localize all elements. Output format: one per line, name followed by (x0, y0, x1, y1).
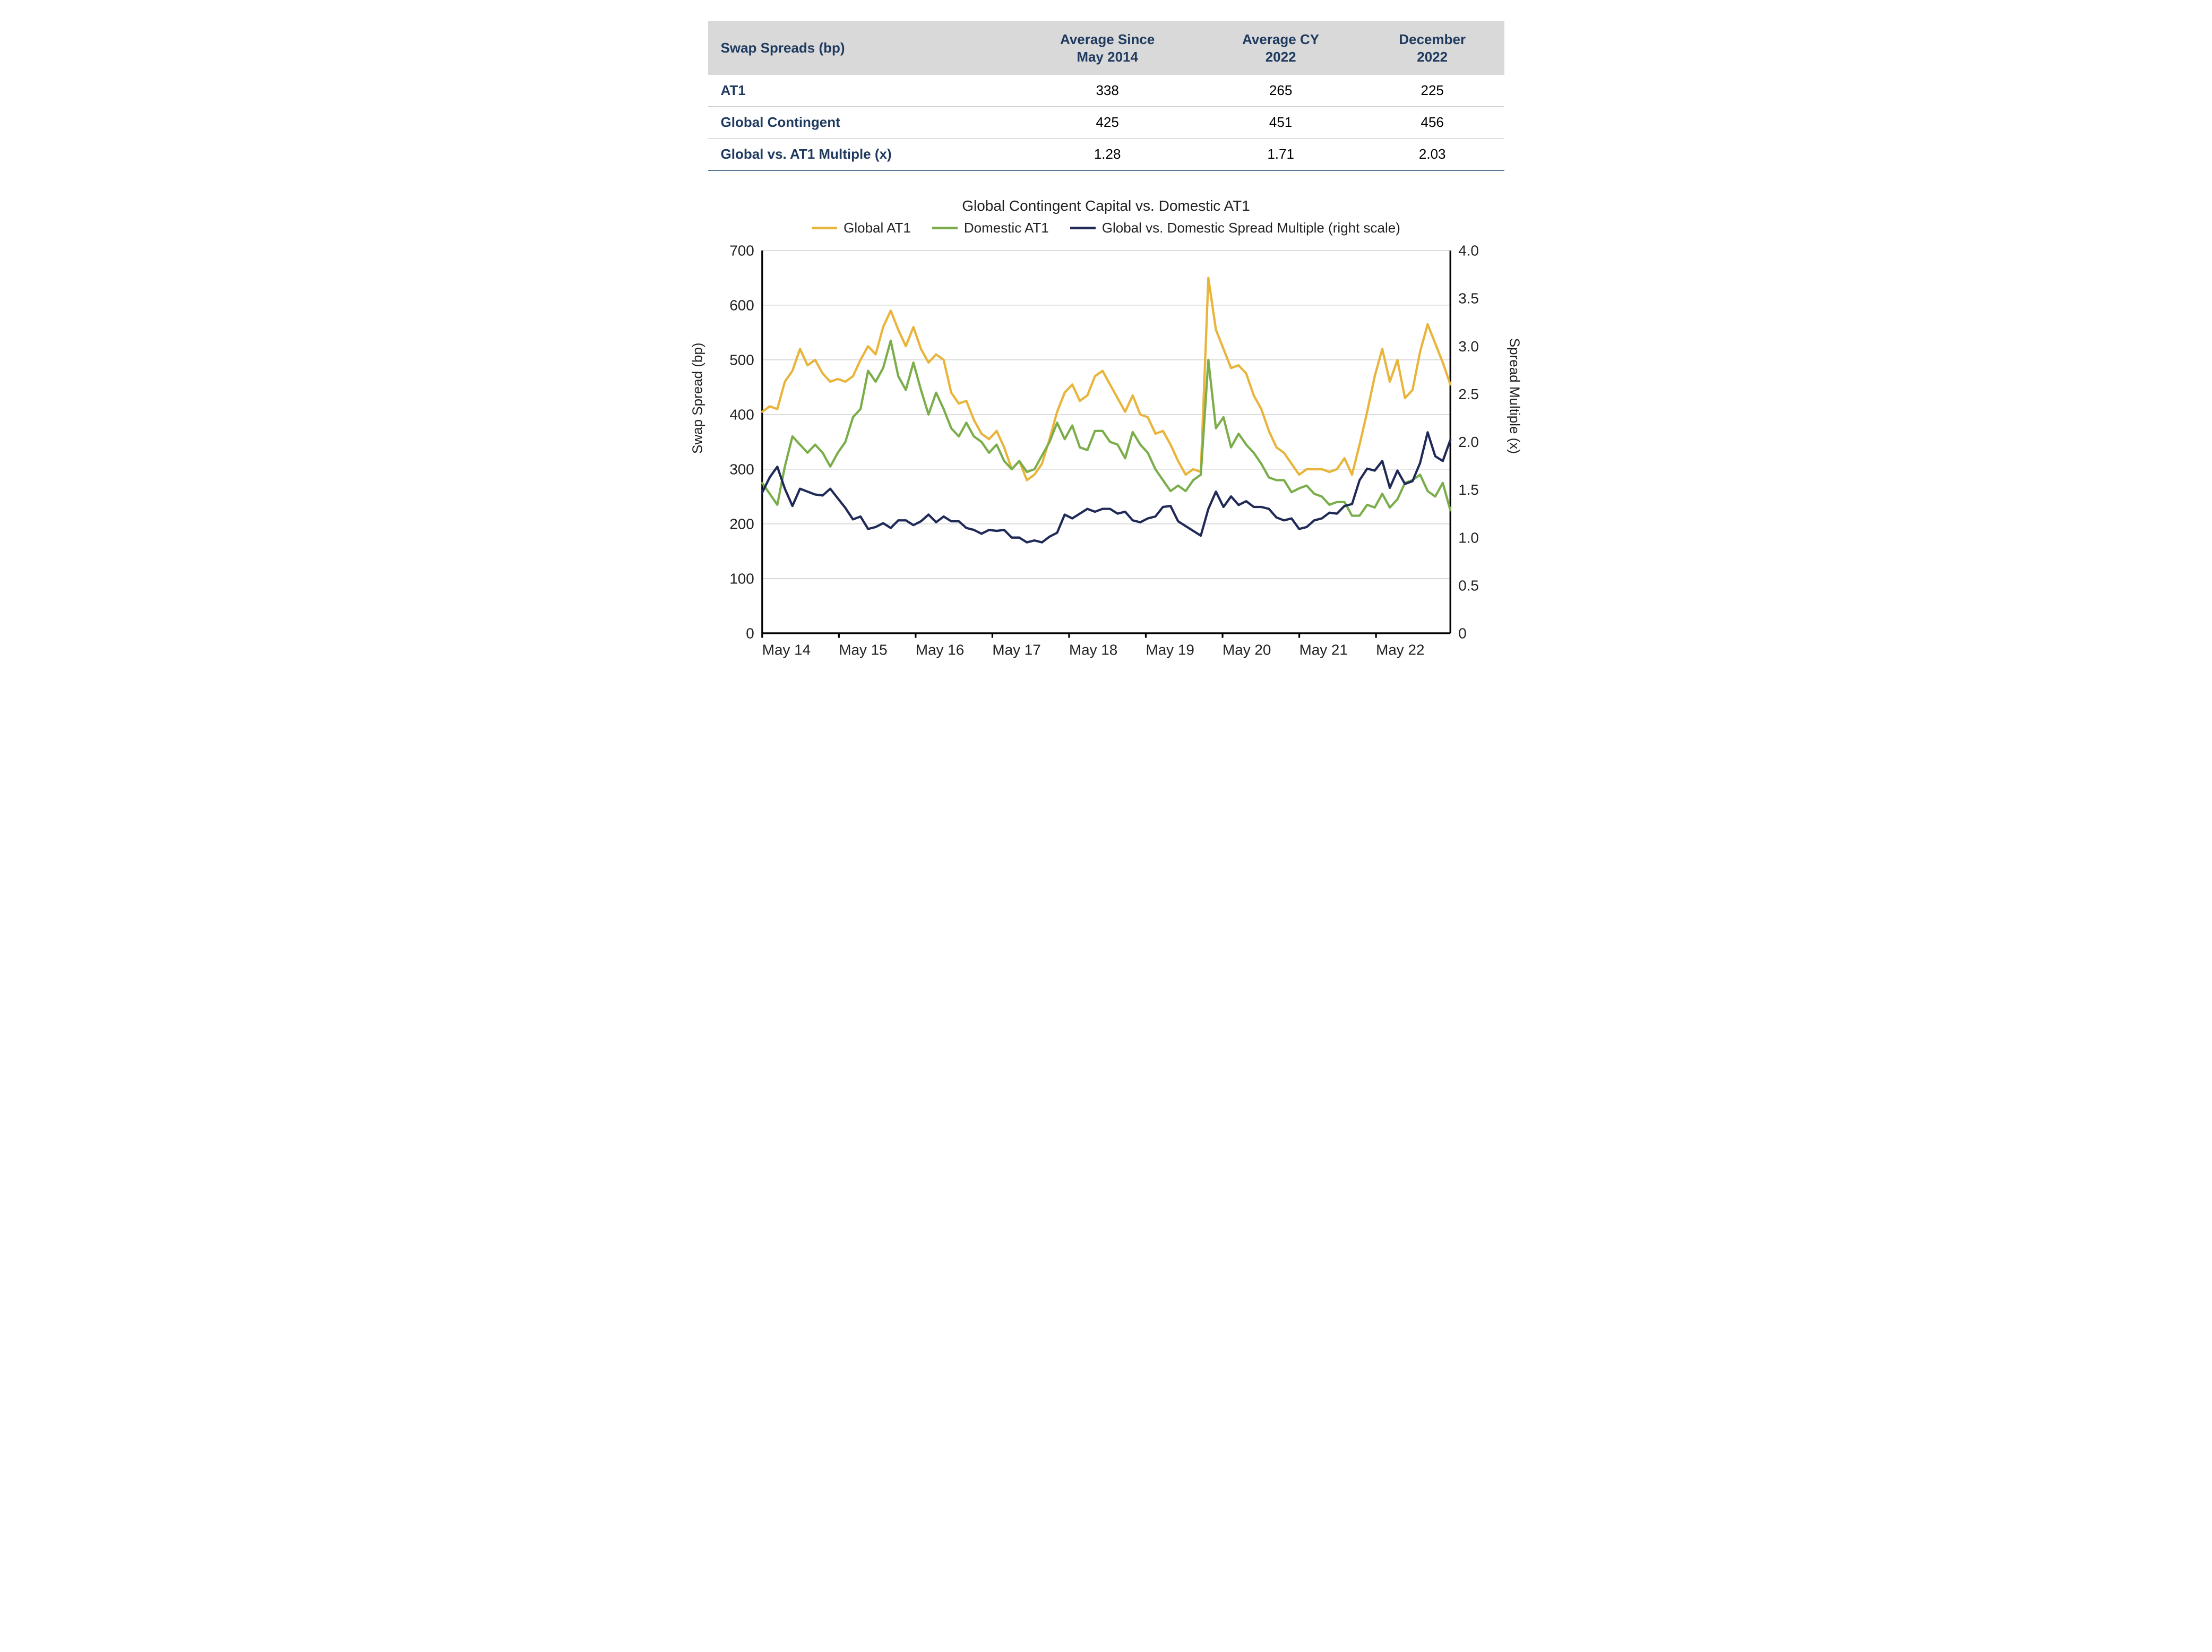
svg-text:3.5: 3.5 (1458, 290, 1479, 307)
table-header-3: December2022 (1361, 21, 1504, 75)
line-chart-svg: 0 100 200 300 400 500 600 700 0 0.5 1.0 1.5 2.0 2.5 3.… (708, 244, 1504, 665)
legend-swatch-icon (932, 227, 958, 229)
table-header-2: Average CY2022 (1201, 21, 1361, 75)
chart-legend: Global AT1 Domestic AT1 Global vs. Domes… (708, 220, 1504, 236)
svg-text:May 20: May 20 (1223, 642, 1271, 658)
svg-text:0: 0 (746, 625, 754, 642)
table-row: AT1 338 265 225 (708, 75, 1504, 107)
svg-text:1.5: 1.5 (1458, 481, 1479, 498)
svg-text:2.0: 2.0 (1458, 434, 1479, 450)
svg-text:3.0: 3.0 (1458, 338, 1479, 355)
cell: 2.03 (1361, 139, 1504, 171)
cell: 265 (1201, 75, 1361, 107)
svg-text:500: 500 (729, 352, 754, 368)
svg-text:4.0: 4.0 (1458, 244, 1479, 259)
legend-item: Global vs. Domestic Spread Multiple (rig… (1070, 220, 1400, 236)
right-axis-label: Spread Multiple (x) (1507, 338, 1523, 454)
legend-label: Global vs. Domestic Spread Multiple (rig… (1102, 220, 1400, 236)
svg-text:May 18: May 18 (1069, 642, 1117, 658)
svg-text:May 22: May 22 (1376, 642, 1424, 658)
table-row: Global vs. AT1 Multiple (x) 1.28 1.71 2.… (708, 139, 1504, 171)
legend-label: Domestic AT1 (964, 220, 1049, 236)
legend-label: Global AT1 (844, 220, 911, 236)
cell: 338 (1014, 75, 1201, 107)
chart-area: Swap Spread (bp) Spread Multiple (x) 010… (708, 244, 1504, 665)
cell: 225 (1361, 75, 1504, 107)
svg-text:100: 100 (729, 571, 754, 587)
table-header-0: Swap Spreads (bp) (708, 21, 1014, 75)
left-axis-label: Swap Spread (bp) (689, 343, 705, 454)
svg-text:May 19: May 19 (1146, 642, 1194, 658)
row-label: Global Contingent (708, 107, 1014, 139)
row-label: Global vs. AT1 Multiple (x) (708, 139, 1014, 171)
cell: 1.28 (1014, 139, 1201, 171)
svg-text:1.0: 1.0 (1458, 529, 1479, 546)
swap-spread-table: Swap Spreads (bp) Average SinceMay 2014 … (708, 21, 1504, 171)
svg-text:600: 600 (729, 297, 754, 314)
svg-text:0: 0 (1458, 625, 1467, 642)
svg-text:300: 300 (729, 461, 754, 478)
table-header-1: Average SinceMay 2014 (1014, 21, 1201, 75)
chart-title: Global Contingent Capital vs. Domestic A… (708, 197, 1504, 214)
svg-text:2.5: 2.5 (1458, 386, 1479, 402)
legend-item: Global AT1 (812, 220, 911, 236)
svg-text:May 17: May 17 (992, 642, 1040, 658)
row-label: AT1 (708, 75, 1014, 107)
svg-text:200: 200 (729, 516, 754, 532)
cell: 1.71 (1201, 139, 1361, 171)
legend-swatch-icon (812, 227, 837, 229)
svg-text:0.5: 0.5 (1458, 577, 1479, 593)
legend-item: Domestic AT1 (932, 220, 1049, 236)
table-row: Global Contingent 425 451 456 (708, 107, 1504, 139)
svg-text:May 21: May 21 (1299, 642, 1347, 658)
cell: 451 (1201, 107, 1361, 139)
svg-text:May 16: May 16 (915, 642, 963, 658)
cell: 425 (1014, 107, 1201, 139)
svg-text:400: 400 (729, 407, 754, 423)
svg-text:May 15: May 15 (839, 642, 887, 658)
svg-text:May 14: May 14 (762, 642, 810, 658)
svg-text:700: 700 (729, 244, 754, 259)
legend-swatch-icon (1070, 227, 1096, 229)
cell: 456 (1361, 107, 1504, 139)
